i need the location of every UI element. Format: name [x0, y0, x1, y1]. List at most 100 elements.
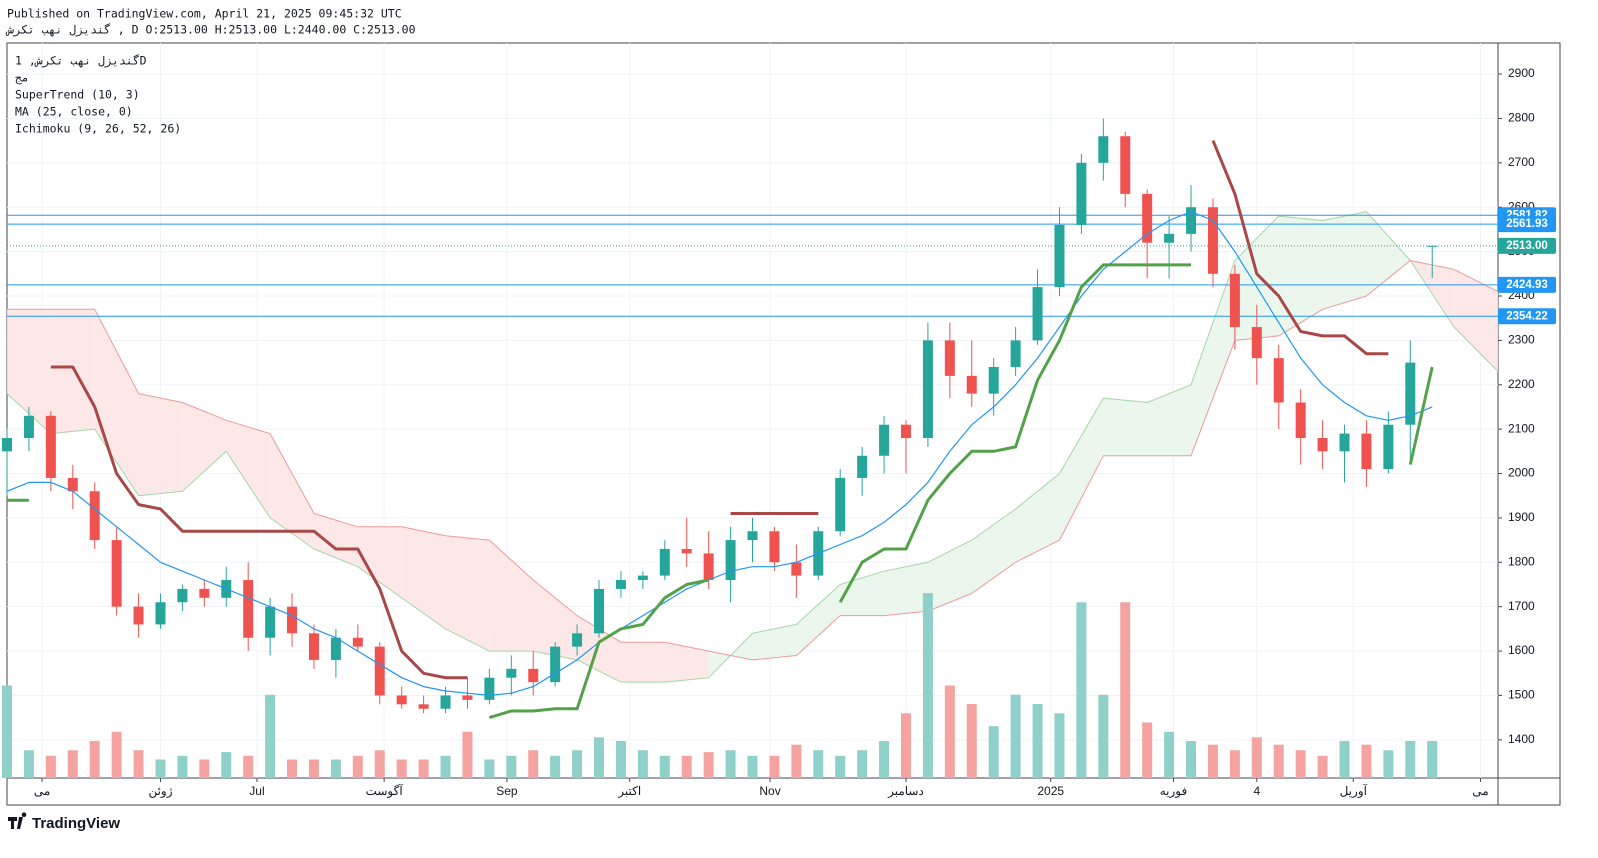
volume-bar — [23, 750, 34, 778]
y-tick-label: 1400 — [1508, 732, 1535, 746]
x-tick-label: آوریل — [1340, 783, 1368, 798]
candle-body — [243, 580, 254, 638]
candle-body — [418, 704, 429, 709]
candle-body — [550, 646, 561, 683]
candle-body — [725, 540, 736, 581]
candle-body — [374, 646, 385, 696]
volume-bar — [462, 731, 473, 778]
x-tick-label: مى — [1472, 784, 1488, 798]
volume-bar — [506, 755, 517, 778]
volume-bar — [659, 755, 670, 778]
candle-body — [1054, 224, 1065, 288]
volume-bar — [1032, 704, 1043, 778]
brand-logo — [8, 812, 27, 829]
volume-bar — [1361, 744, 1372, 778]
header-line: گندیزل نهب تکرش , D O:2513.00 H:2513.00 … — [5, 23, 416, 38]
candle-body — [67, 477, 78, 492]
candle-body — [155, 602, 166, 625]
legend-item: Ichimoku (9, 26, 52, 26) — [15, 122, 181, 136]
cloud-fill — [884, 562, 928, 616]
y-tick-label: 2700 — [1508, 155, 1535, 169]
candle-body — [308, 633, 319, 660]
volume-bar — [900, 713, 911, 778]
x-tick-label: 4 — [1253, 784, 1260, 798]
volume-bar — [637, 750, 648, 778]
candle-body — [1273, 358, 1284, 403]
x-tick-label: Sep — [496, 784, 518, 798]
volume-bar — [133, 750, 144, 778]
volume-bar — [1383, 750, 1394, 778]
candle-body — [1251, 327, 1262, 359]
candle-body — [1120, 136, 1131, 194]
volume-bar — [287, 759, 298, 778]
candle-body — [966, 375, 977, 394]
cloud-fill — [1234, 216, 1279, 341]
volume-bar — [1207, 744, 1218, 778]
volume-bar — [681, 755, 692, 778]
volume-bar — [1076, 602, 1087, 778]
candle-body — [111, 540, 122, 607]
volume-bar — [966, 704, 977, 778]
candle-body — [1383, 424, 1394, 470]
price-tag-label: 2513.00 — [1506, 240, 1548, 252]
candle-body — [900, 424, 911, 439]
candle-body — [922, 340, 933, 439]
cloud-fill — [401, 526, 446, 629]
cloud-fill — [7, 309, 51, 434]
candle-body — [988, 367, 999, 394]
y-tick-label: 2900 — [1508, 66, 1535, 80]
y-tick-label: 1900 — [1508, 510, 1535, 524]
cloud-fill — [445, 535, 490, 652]
volume-bar — [572, 750, 583, 778]
candle-body — [681, 548, 692, 554]
candle-body — [1295, 402, 1306, 439]
candle-body — [506, 668, 517, 678]
volume-bar — [265, 694, 276, 778]
candle-body — [484, 677, 495, 700]
candle-body — [1098, 136, 1109, 163]
candle-body — [1229, 273, 1240, 328]
candle-body — [1427, 245, 1438, 247]
volume-bar — [879, 741, 890, 778]
cloud-fill — [1278, 216, 1323, 336]
volume-bar — [330, 759, 341, 778]
candle-body — [45, 415, 56, 478]
volume-bar — [1251, 737, 1262, 778]
volume-bar — [418, 759, 429, 778]
candle-body — [177, 588, 188, 603]
candle-body — [330, 637, 341, 660]
volume-bar — [155, 759, 166, 778]
candle-body — [287, 606, 298, 634]
candle-body — [352, 637, 363, 647]
price-tag-label: 2561.93 — [1506, 218, 1548, 230]
candle-body — [1164, 233, 1175, 243]
cloud-fill — [226, 420, 271, 518]
candle-body — [944, 340, 955, 376]
candle-body — [572, 633, 583, 647]
cloud-fill — [138, 393, 183, 496]
volume-bar — [922, 593, 933, 778]
moving-average — [6, 211, 1433, 696]
volume-bar — [1229, 750, 1240, 778]
volume-bar — [440, 755, 451, 778]
candle-body — [637, 575, 648, 581]
candle-body — [265, 606, 276, 638]
ichimoku-span-b — [7, 260, 1499, 661]
volume-bar — [221, 752, 232, 778]
volume-bar — [1120, 602, 1131, 778]
x-tick-label: مى — [34, 784, 50, 798]
volume-bar — [374, 750, 385, 778]
candle-body — [23, 415, 34, 439]
candle-body — [659, 548, 670, 576]
cloud-fill — [796, 584, 841, 656]
volume-bar — [747, 755, 758, 778]
x-tick-label: Jul — [249, 784, 264, 798]
y-tick-label: 1800 — [1508, 554, 1535, 568]
x-tick-label: 2025 — [1037, 784, 1064, 798]
x-tick-label: Nov — [759, 784, 780, 798]
cloud-fill — [1366, 211, 1411, 296]
volume-bar — [594, 737, 605, 778]
cloud-fill — [1147, 384, 1192, 456]
candle-body — [396, 695, 407, 705]
price-tag-label: 2354.22 — [1506, 310, 1548, 322]
